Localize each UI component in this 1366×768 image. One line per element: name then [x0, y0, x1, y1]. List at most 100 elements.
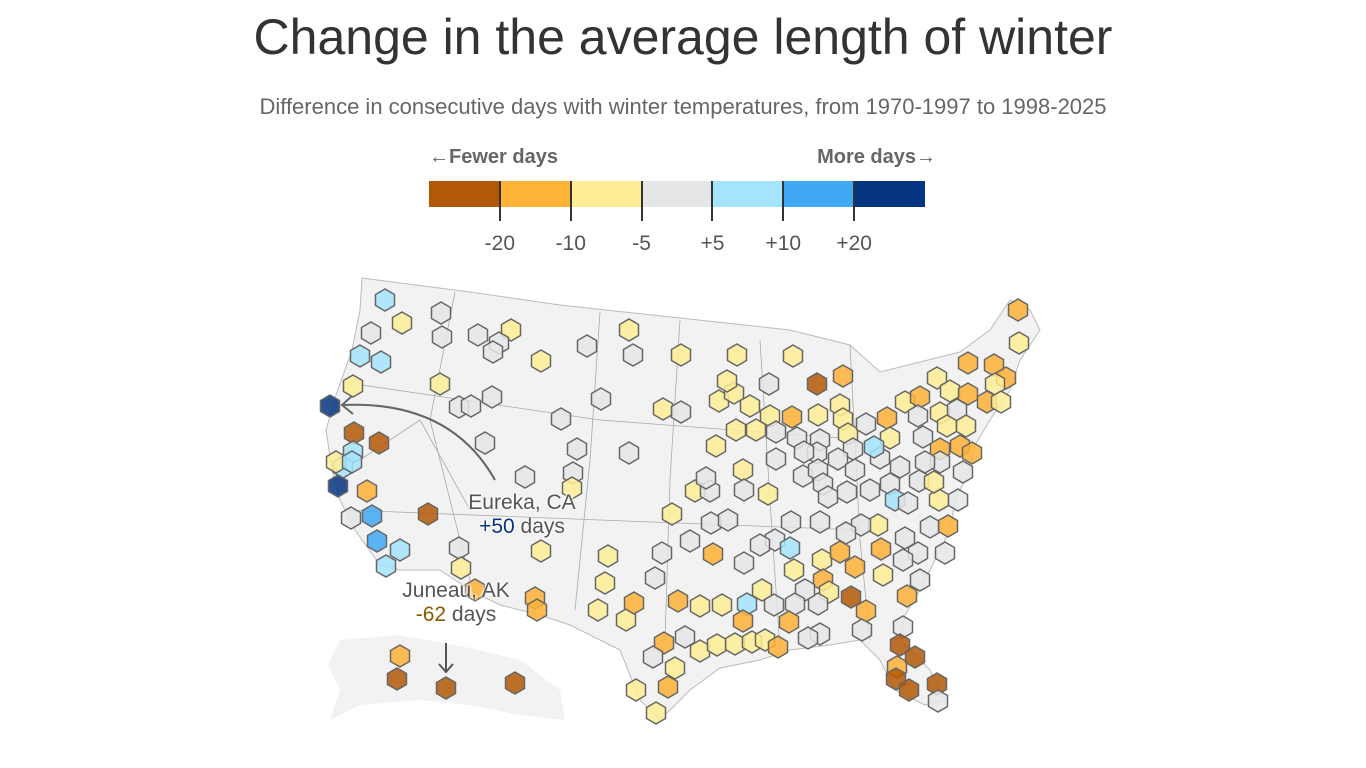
station-hexagon: [863, 435, 885, 459]
station-hexagon: [341, 450, 363, 474]
station-hexagon: [460, 394, 482, 418]
station-hexagon: [961, 441, 983, 465]
legend-swatch-5: [783, 181, 855, 207]
station-hexagon: [670, 343, 692, 367]
station-hexagon: [732, 458, 754, 482]
station-hexagon: [526, 598, 548, 622]
station-hexagon: [912, 425, 934, 449]
legend-more-label: More days→: [817, 146, 936, 168]
station-hexagon: [827, 447, 849, 471]
station-hexagon: [429, 372, 451, 396]
station-hexagon: [1007, 298, 1029, 322]
station-hexagon: [934, 541, 956, 565]
station-hexagon: [757, 482, 779, 506]
station-hexagon: [990, 390, 1012, 414]
station-hexagon: [417, 502, 439, 526]
station-hexagon: [474, 431, 496, 455]
station-hexagon: [780, 510, 802, 534]
station-hexagon: [361, 504, 383, 528]
station-hexagon: [947, 488, 969, 512]
legend-swatch-1: [499, 181, 571, 207]
station-hexagon: [651, 541, 673, 565]
legend-swatch-3: [641, 181, 713, 207]
station-hexagon: [711, 593, 733, 617]
legend-tick-mark: [498, 181, 501, 221]
station-hexagon: [1008, 331, 1030, 355]
station-hexagon: [652, 397, 674, 421]
station-hexagon: [342, 374, 364, 398]
station-hexagon: [726, 343, 748, 367]
station-hexagon: [749, 533, 771, 557]
station-hexagon: [758, 372, 780, 396]
station-hexagon: [927, 689, 949, 713]
station-hexagon: [909, 385, 931, 409]
station-hexagon: [811, 548, 833, 572]
station-hexagon: [896, 584, 918, 608]
station-hexagon: [689, 639, 711, 663]
station-hexagon: [909, 568, 931, 592]
station-hexagon: [904, 645, 926, 669]
legend-tick-label: +20: [836, 232, 872, 255]
station-hexagon: [430, 301, 452, 325]
station-hexagon: [894, 526, 916, 550]
juneau-value: -62: [415, 603, 447, 626]
station-hexagon: [859, 478, 881, 502]
station-hexagon: [897, 491, 919, 515]
station-hexagon: [765, 447, 787, 471]
station-hexagon: [431, 325, 453, 349]
station-hexagon: [733, 478, 755, 502]
station-hexagon: [482, 340, 504, 364]
station-hexagon: [939, 379, 961, 403]
station-hexagon: [375, 554, 397, 578]
station-hexagon: [955, 414, 977, 438]
station-hexagon: [781, 405, 803, 429]
legend-swatch-4: [712, 181, 784, 207]
station-hexagon: [689, 594, 711, 618]
chart-title: Change in the average length of winter: [253, 9, 1113, 65]
station-hexagon: [876, 406, 898, 430]
legend-swatch-2: [570, 181, 642, 207]
station-hexagon: [319, 394, 341, 418]
station-hexagon: [765, 420, 787, 444]
station-hexagon: [386, 667, 408, 691]
station-hexagon: [514, 465, 536, 489]
station-hexagon: [590, 387, 612, 411]
station-hexagon: [817, 485, 839, 509]
legend-tick-label: +10: [765, 232, 802, 255]
station-hexagon: [840, 585, 862, 609]
station-hexagon: [937, 514, 959, 538]
station-hexagon: [779, 536, 801, 560]
legend-tick-label: -20: [484, 232, 516, 255]
station-hexagon: [898, 678, 920, 702]
station-hexagon: [957, 351, 979, 375]
station-hexagon: [782, 344, 804, 368]
station-hexagon: [576, 334, 598, 358]
juneau-arrow: [438, 643, 454, 674]
station-hexagon: [778, 610, 800, 634]
station-hexagon: [739, 394, 761, 418]
station-hexagon: [550, 407, 572, 431]
eureka-unit: days: [520, 515, 565, 538]
station-hexagon: [360, 321, 382, 345]
station-hexagon: [783, 558, 805, 582]
station-hexagon: [615, 608, 637, 632]
station-hexagon: [793, 440, 815, 464]
legend-tick-mark: [640, 181, 643, 221]
station-hexagon: [389, 538, 411, 562]
station-hexagon: [695, 466, 717, 490]
station-hexagon: [644, 566, 666, 590]
station-hexagon: [661, 502, 683, 526]
station-hexagon: [448, 536, 470, 560]
station-hexagon: [889, 633, 911, 657]
station-hexagon: [702, 542, 724, 566]
station-hexagon: [642, 645, 664, 669]
station-hexagon: [767, 635, 789, 659]
station-hexagon: [807, 403, 829, 427]
station-hexagon: [594, 571, 616, 595]
station-hexagon: [926, 366, 948, 390]
station-hexagon: [366, 529, 388, 553]
station-hexagon: [561, 476, 583, 500]
station-hexagon: [851, 618, 873, 642]
station-hexagon: [751, 578, 773, 602]
